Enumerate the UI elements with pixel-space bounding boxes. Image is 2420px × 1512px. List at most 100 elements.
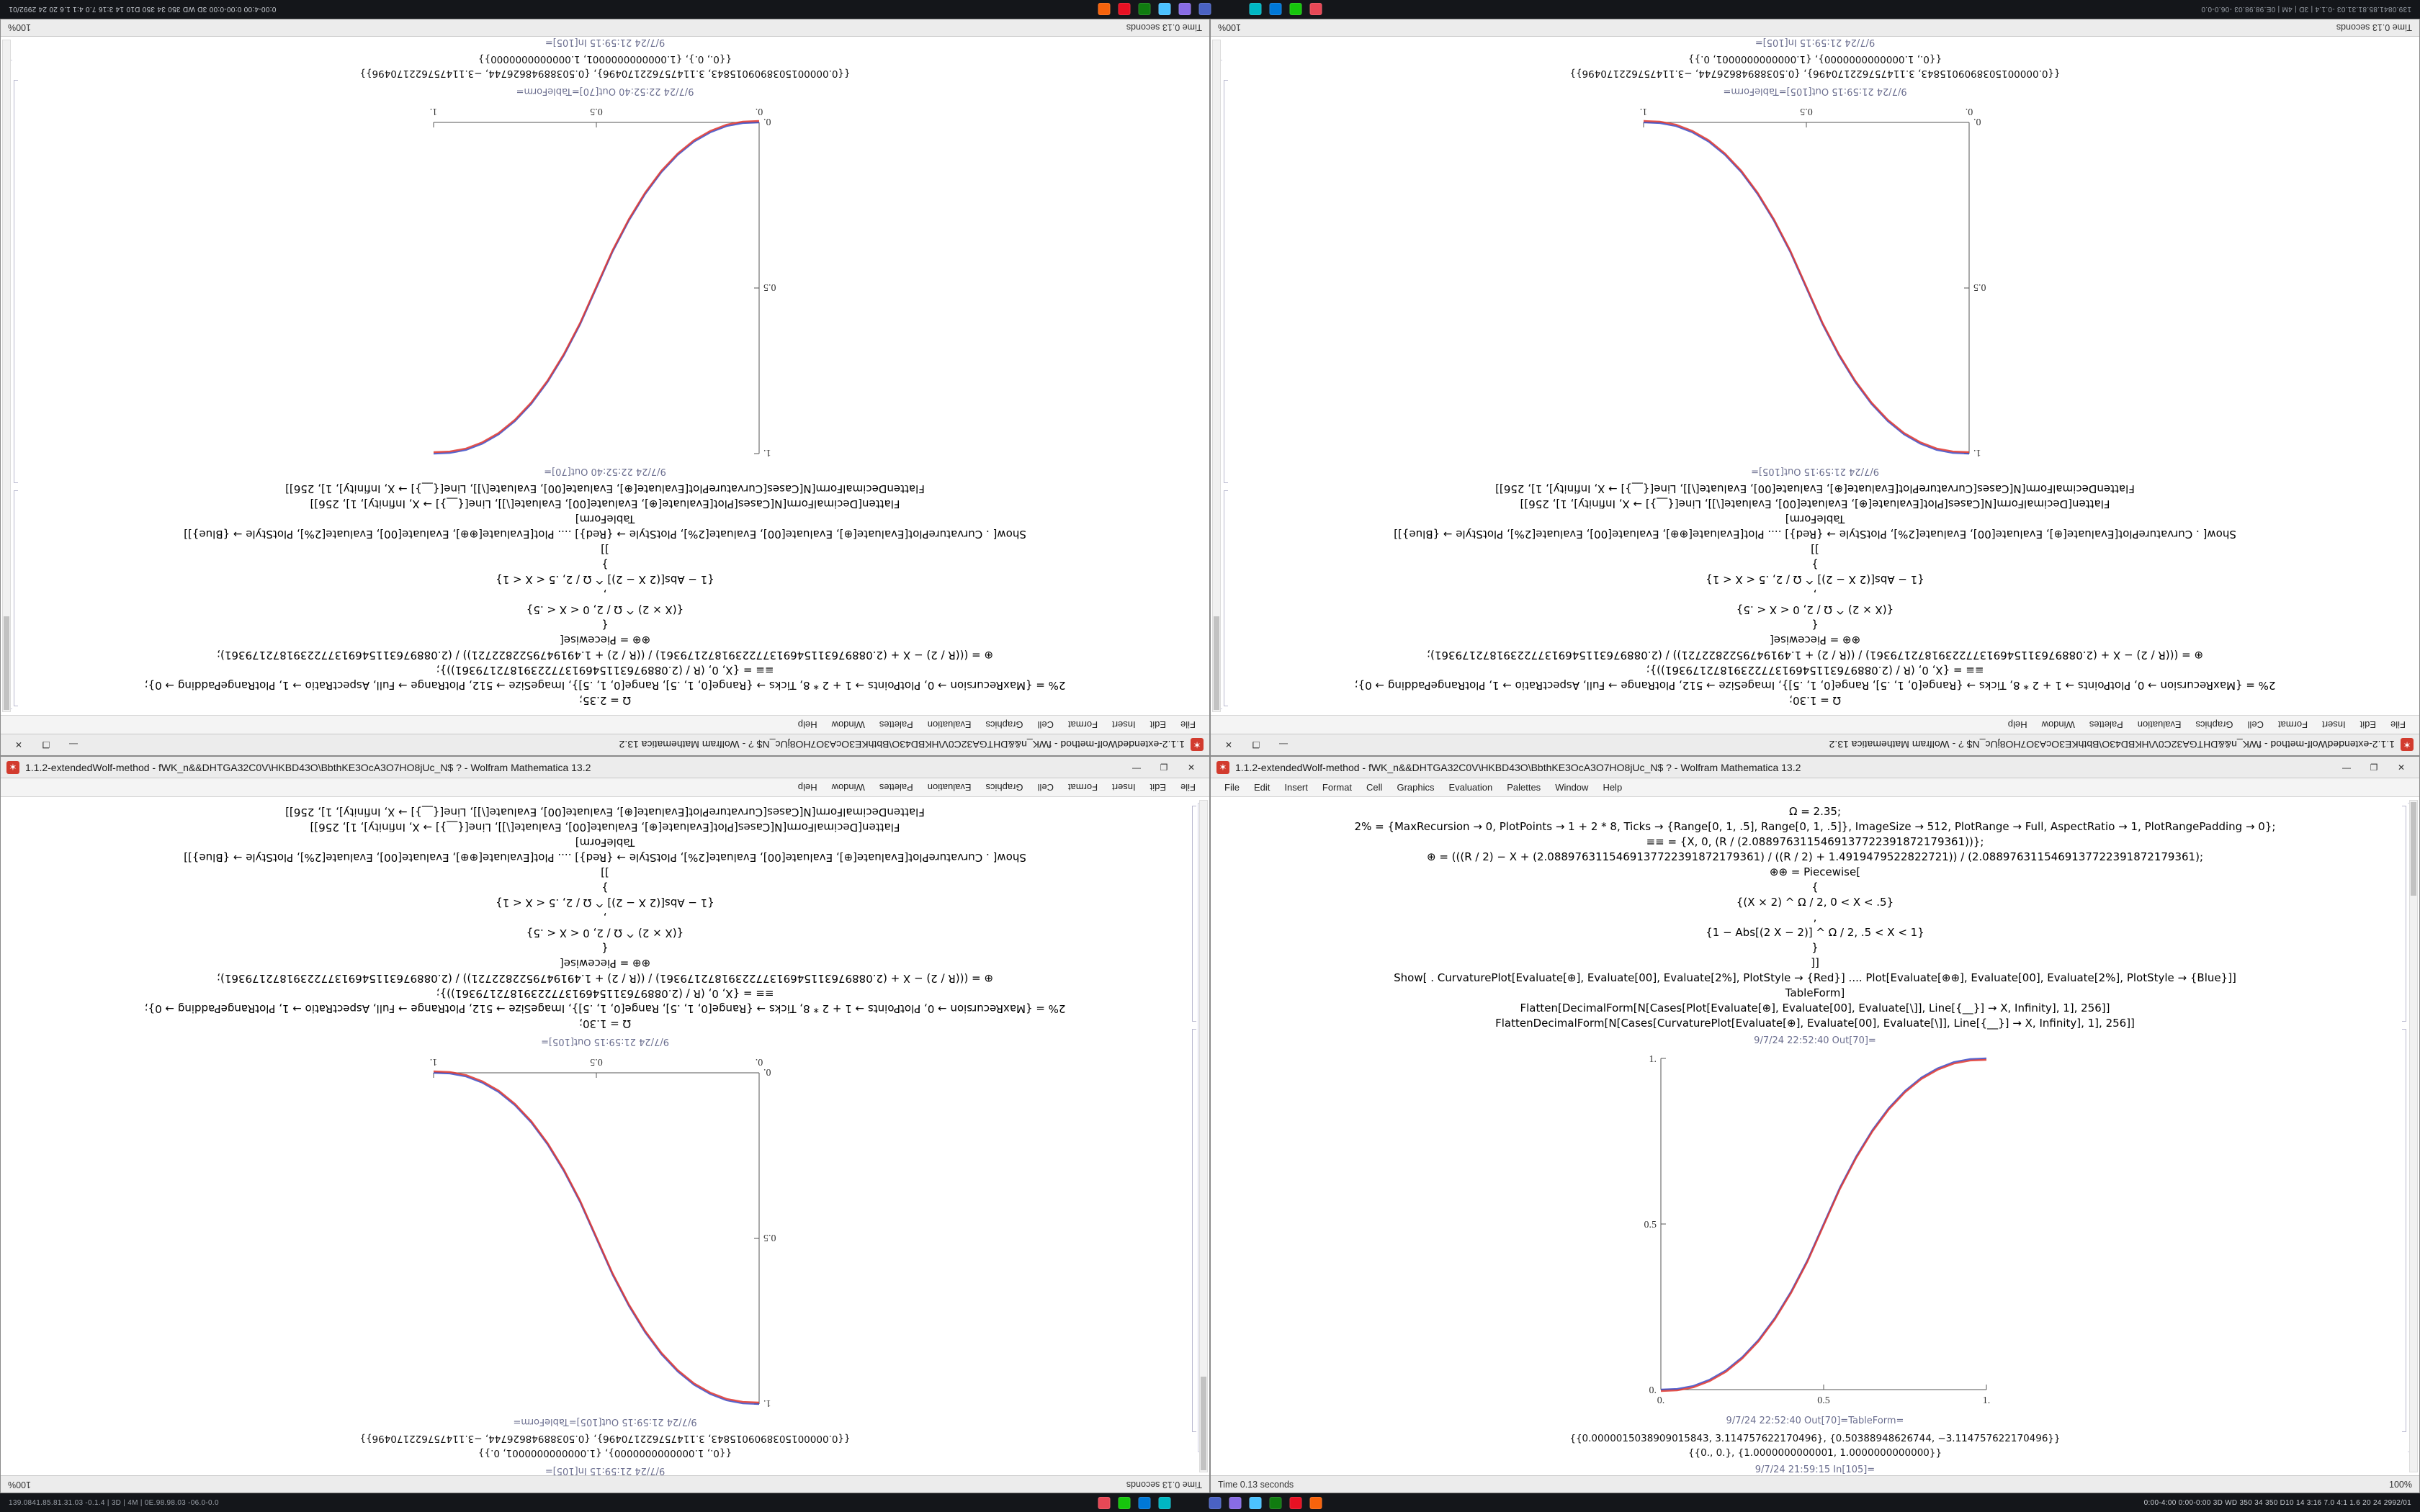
- vertical-scrollbar[interactable]: [1199, 800, 1208, 1472]
- taskbar-app-skyblue-icon[interactable]: [1249, 1496, 1262, 1509]
- menu-item[interactable]: Cell: [1037, 719, 1054, 730]
- menu-item[interactable]: Help: [797, 719, 817, 730]
- input-cell-line[interactable]: ,: [1813, 911, 1817, 924]
- input-cell-line[interactable]: {(X × 2) ^ Ω / 2, 0 < X < .5}: [1736, 603, 1894, 616]
- input-cell-line[interactable]: TableForm]: [575, 836, 635, 849]
- titlebar[interactable]: ✶ 1.1.2-extendedWolf-method - fWK_n&&DHT…: [1211, 734, 2419, 755]
- scrollbar-thumb[interactable]: [1201, 1377, 1206, 1470]
- taskbar-app-red2-icon[interactable]: [1118, 3, 1131, 16]
- menu-item[interactable]: Help: [1603, 782, 1623, 793]
- taskbar-app-navy-icon[interactable]: [1209, 1496, 1222, 1509]
- taskbar-app-green-icon[interactable]: [1118, 1496, 1131, 1509]
- minimize-button[interactable]: —: [69, 739, 78, 750]
- menu-item[interactable]: Window: [1555, 782, 1589, 793]
- input-cell-line[interactable]: ,: [1813, 588, 1817, 601]
- input-cell-line[interactable]: TableForm]: [575, 513, 635, 526]
- input-cell-line[interactable]: ,: [603, 588, 607, 601]
- menu-item[interactable]: Format: [1067, 782, 1098, 793]
- menu-item[interactable]: Format: [1322, 782, 1353, 793]
- input-cell-line[interactable]: TableForm]: [1785, 513, 1845, 526]
- scrollbar-thumb[interactable]: [1214, 616, 1219, 710]
- input-cell-line[interactable]: {(X × 2) ^ Ω / 2, 0 < X < .5}: [526, 603, 684, 616]
- input-cell-line[interactable]: Show[ . CurvaturePlot[Evaluate[⊕], Evalu…: [1394, 528, 2236, 541]
- input-cell-line[interactable]: ⊕ = (((R / 2) − X + (2.08897631154691377…: [217, 972, 994, 985]
- cell-bracket[interactable]: [2402, 806, 2406, 1022]
- cell-bracket[interactable]: [14, 490, 18, 706]
- menu-item[interactable]: Graphics: [2195, 719, 2233, 730]
- input-cell-line[interactable]: ]]: [601, 543, 609, 556]
- taskbar-app-purple-icon[interactable]: [1178, 3, 1191, 16]
- input-cell-line[interactable]: {1 − Abs[(2 X − 2)] ^ Ω / 2, .5 < X < 1}: [496, 573, 714, 586]
- input-cell-line[interactable]: Ω = 1.30;: [1788, 694, 1842, 707]
- input-cell-line[interactable]: {: [1811, 881, 1819, 894]
- input-cell-line[interactable]: ≡≡ = {X, 0, (R / (2.08897631154691377223…: [1646, 835, 1984, 848]
- taskbar-app-red-icon[interactable]: [1098, 1496, 1111, 1509]
- taskbar-app-navy-icon[interactable]: [1198, 3, 1211, 16]
- input-cell-line[interactable]: ⊕⊕ = Piecewise[: [1769, 634, 1861, 647]
- menu-item[interactable]: Format: [1067, 719, 1098, 730]
- input-cell-line[interactable]: ≡≡ = {X, 0, (R / (2.08897631154691377223…: [1646, 664, 1984, 677]
- menu-item[interactable]: Format: [2277, 719, 2308, 730]
- input-cell-line[interactable]: ⊕ = (((R / 2) − X + (2.08897631154691377…: [1426, 850, 2203, 863]
- input-cell-line[interactable]: }: [1811, 941, 1819, 954]
- input-cell-line[interactable]: {(X × 2) ^ Ω / 2, 0 < X < .5}: [526, 927, 684, 940]
- menu-item[interactable]: Cell: [1366, 782, 1383, 793]
- cell-bracket[interactable]: [1192, 806, 1196, 1022]
- menu-item[interactable]: Palettes: [1507, 782, 1541, 793]
- menu-item[interactable]: Palettes: [879, 719, 913, 730]
- input-cell-line[interactable]: Ω = 1.30;: [578, 1017, 632, 1030]
- input-cell-line[interactable]: {: [1811, 618, 1819, 631]
- input-cell-line[interactable]: {1 − Abs[(2 X − 2)] ^ Ω / 2, .5 < X < 1}: [496, 896, 714, 909]
- input-cell-line[interactable]: ]]: [1811, 543, 1819, 556]
- taskbar-app-green-icon[interactable]: [1289, 3, 1302, 16]
- input-cell-line[interactable]: ,: [603, 912, 607, 924]
- minimize-button[interactable]: —: [1279, 739, 1288, 750]
- taskbar-app-red2-icon[interactable]: [1289, 1496, 1302, 1509]
- input-cell-line[interactable]: Flatten[DecimalForm[N[Cases[Plot[Evaluat…: [310, 821, 900, 834]
- input-cell-line[interactable]: ⊕ = (((R / 2) − X + (2.08897631154691377…: [1427, 649, 2204, 662]
- input-cell-line[interactable]: {: [601, 942, 609, 955]
- input-cell-line[interactable]: ≡≡ = {X, 0, (R / (2.08897631154691377223…: [436, 664, 774, 677]
- input-cell-line[interactable]: Flatten[DecimalForm[N[Cases[Plot[Evaluat…: [310, 498, 900, 510]
- input-cell-line[interactable]: ]]: [601, 866, 609, 879]
- taskbar-app-orange-icon[interactable]: [1309, 1496, 1322, 1509]
- input-cell-line[interactable]: 2% = {MaxRecursion → 0, PlotPoints → 1 +…: [1354, 679, 2276, 692]
- menu-item[interactable]: Window: [2041, 719, 2075, 730]
- input-cell-line[interactable]: Ω = 2.35;: [1788, 805, 1842, 818]
- vertical-scrollbar[interactable]: [1212, 40, 1221, 712]
- vertical-scrollbar[interactable]: [2, 40, 11, 712]
- notebook-content[interactable]: Ω = 2.35; 2% = {MaxRecursion → 0, PlotPoi…: [1211, 797, 2419, 1475]
- input-cell-line[interactable]: ]]: [1811, 956, 1819, 969]
- taskbar-app-blue-icon[interactable]: [1269, 3, 1282, 16]
- close-button[interactable]: ✕: [1187, 762, 1196, 773]
- notebook-content[interactable]: Ω = 1.30; 2% = {MaxRecursion → 0, PlotPoi…: [1, 797, 1209, 1475]
- menu-item[interactable]: Insert: [1284, 782, 1308, 793]
- menu-item[interactable]: Edit: [2360, 719, 2377, 730]
- input-cell-line[interactable]: {: [601, 618, 609, 631]
- taskbar-app-skyblue-icon[interactable]: [1158, 3, 1171, 16]
- input-cell-line[interactable]: {1 − Abs[(2 X − 2)] ^ Ω / 2, .5 < X < 1}: [1706, 573, 1924, 586]
- minimize-button[interactable]: —: [1132, 762, 1141, 773]
- input-cell-line[interactable]: 2% = {MaxRecursion → 0, PlotPoints → 1 +…: [144, 679, 1066, 692]
- vertical-scrollbar[interactable]: [2409, 800, 2418, 1472]
- close-button[interactable]: ✕: [2397, 762, 2406, 773]
- menu-item[interactable]: Graphics: [985, 719, 1023, 730]
- menu-item[interactable]: Window: [831, 782, 865, 793]
- taskbar-app-darkgreen-icon[interactable]: [1138, 3, 1151, 16]
- input-cell-line[interactable]: FlattenDecimalForm[N[Cases[CurvaturePlot…: [1495, 1017, 2135, 1030]
- input-cell-line[interactable]: ⊕⊕ = Piecewise[: [559, 957, 651, 970]
- status-zoom-level[interactable]: 100%: [2389, 1479, 2412, 1490]
- menu-item[interactable]: Evaluation: [927, 719, 972, 730]
- menu-item[interactable]: Evaluation: [2137, 719, 2182, 730]
- input-cell-line[interactable]: Flatten[DecimalForm[N[Cases[Plot[Evaluat…: [1520, 498, 2110, 510]
- menu-item[interactable]: Palettes: [2089, 719, 2123, 730]
- minimize-button[interactable]: —: [2342, 762, 2351, 773]
- input-cell-line[interactable]: ≡≡ = {X, 0, (R / (2.08897631154691377223…: [436, 987, 774, 1000]
- notebook-content[interactable]: Ω = 1.30; 2% = {MaxRecursion → 0, PlotPoi…: [1211, 37, 2419, 715]
- menu-item[interactable]: Cell: [2247, 719, 2264, 730]
- maximize-button[interactable]: ❐: [2370, 762, 2378, 773]
- menu-item[interactable]: Edit: [1150, 782, 1167, 793]
- taskbar-app-teal-icon[interactable]: [1158, 1496, 1171, 1509]
- cell-bracket[interactable]: [2402, 1029, 2406, 1432]
- input-cell-line[interactable]: }: [601, 881, 609, 894]
